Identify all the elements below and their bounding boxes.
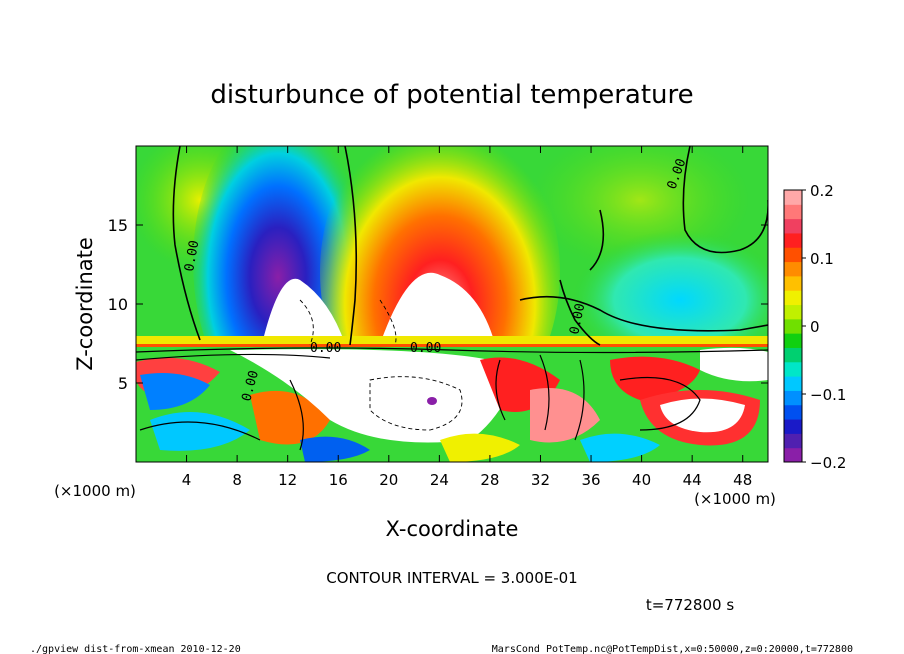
y-tick-label: 10 — [108, 295, 128, 314]
chart-title: disturbunce of potential temperature — [210, 80, 693, 110]
x-tick-label: 36 — [581, 471, 600, 489]
colorbar-swatch — [784, 218, 802, 234]
y-unit-label: (×1000 m) — [54, 482, 136, 500]
x-tick-label: 24 — [430, 471, 449, 489]
x-axis: 4 8 12 16 20 24 28 32 36 40 44 48 — [182, 146, 752, 489]
y-tick-label: 15 — [108, 216, 128, 235]
colorbar-swatch — [784, 347, 802, 363]
colorbar-swatch — [784, 404, 802, 420]
colorbar-swatch — [784, 204, 802, 220]
colorbar-swatch — [784, 376, 802, 391]
x-tick-label: 48 — [733, 471, 752, 489]
colorbar-swatch — [784, 261, 802, 277]
colorbar-swatch — [784, 247, 802, 263]
x-tick-label: 8 — [232, 471, 242, 489]
colorbar-tick-label: −0.1 — [810, 386, 846, 404]
x-tick-label: 16 — [329, 471, 348, 489]
contour-label: 0.00 — [310, 341, 341, 356]
x-tick-label: 12 — [278, 471, 297, 489]
x-tick-label: 40 — [632, 471, 651, 489]
time-label: t=772800 s — [646, 596, 734, 614]
contour-label: 0.00 — [182, 239, 202, 272]
colorbar-swatch — [784, 361, 802, 377]
y-axis-title: Z-coordinate — [73, 237, 97, 371]
x-tick-label: 28 — [480, 471, 499, 489]
colorbar-swatch — [784, 275, 802, 291]
colorbar-swatch — [784, 447, 802, 463]
contour-interval: CONTOUR INTERVAL = 3.000E-01 — [326, 569, 577, 587]
footer-right: MarsCond_PotTemp.nc@PotTempDist,x=0:5000… — [492, 644, 853, 654]
x-tick-label: 44 — [683, 471, 702, 489]
colorbar-ticks: 0.2 0.1 0 −0.1 −0.2 — [802, 182, 846, 472]
colorbar-tick-label: 0.1 — [810, 250, 834, 268]
contour-label-group: 0.00 0.00 0.00 0.00 0.00 0.00 — [182, 157, 689, 403]
x-tick-label: 4 — [182, 471, 192, 489]
x-axis-title: X-coordinate — [386, 517, 519, 541]
contour-label: 0.00 — [567, 302, 588, 336]
colorbar-swatch — [784, 318, 802, 334]
colorbar-swatch — [784, 419, 802, 434]
colorbar-swatch — [784, 433, 802, 449]
colorbar-tick-label: −0.2 — [810, 454, 846, 472]
footer-left: ./gpview_dist-from-xmean 2010-12-20 — [30, 644, 241, 654]
heatmap-field — [136, 146, 768, 462]
colorbar-swatch — [784, 304, 802, 320]
colorbar-tick-label: 0.2 — [810, 182, 834, 200]
colorbar-swatch — [784, 232, 802, 248]
x-tick-label: 20 — [379, 471, 398, 489]
colorbar — [784, 190, 802, 463]
y-axis: 5 10 15 — [108, 216, 768, 393]
x-tick-label: 32 — [531, 471, 550, 489]
contour-label: 0.00 — [410, 341, 441, 356]
colorbar-swatch — [784, 333, 802, 348]
colorbar-swatch — [784, 290, 802, 306]
colorbar-swatch — [784, 390, 802, 406]
x-unit-label: (×1000 m) — [694, 490, 776, 508]
y-tick-label: 5 — [118, 374, 128, 393]
colorbar-swatch — [784, 190, 802, 205]
colorbar-tick-label: 0 — [810, 318, 820, 336]
